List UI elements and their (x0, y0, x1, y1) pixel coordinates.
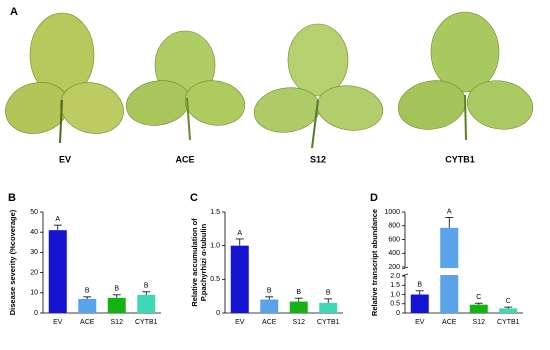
significance-letter: A (237, 230, 242, 237)
significance-letter: A (55, 216, 60, 223)
y-tick-label: 0 (216, 310, 220, 317)
bar (230, 245, 249, 313)
y-axis-title: P.pachyrhizi α-tubulin (199, 223, 208, 301)
y-tick-label: 2.0 (390, 273, 400, 280)
x-tick-label: ACE (442, 319, 457, 326)
y-tick-label: 1.0 (210, 243, 220, 250)
y-tick-label: 400 (388, 250, 400, 257)
y-tick-label: 0 (34, 310, 38, 317)
leaf-label: CYTB1 (445, 154, 475, 164)
significance-letter: B (85, 288, 90, 295)
panel-letter: A (10, 6, 18, 18)
bar (78, 298, 97, 313)
significance-letter: C (476, 294, 481, 301)
y-tick-label: 50 (30, 209, 38, 216)
bar (137, 294, 156, 313)
panel-letter: D (370, 192, 378, 204)
significance-letter: A (447, 208, 452, 215)
y-tick-label: 0 (396, 310, 400, 317)
bar (107, 297, 126, 313)
x-tick-label: S12 (293, 319, 306, 326)
x-tick-label: ACE (262, 319, 277, 326)
y-tick-label: 1.0 (390, 291, 400, 298)
leaf-photo (5, 12, 124, 144)
y-tick-label: 0.5 (390, 301, 400, 308)
bar (410, 294, 429, 313)
x-tick-label: EV (415, 319, 425, 326)
y-tick-label: 20 (30, 269, 38, 276)
x-tick-label: CYTB1 (135, 319, 158, 326)
x-tick-label: EV (235, 319, 245, 326)
panel-letter: B (8, 192, 16, 204)
y-tick-label: 1.5 (210, 209, 220, 216)
x-tick-label: CYTB1 (317, 319, 340, 326)
leaf-photo (253, 23, 384, 149)
x-tick-label: EV (53, 319, 63, 326)
significance-letter: B (326, 290, 331, 297)
bar (469, 304, 488, 313)
break-mark (401, 273, 409, 277)
y-tick-label: 600 (388, 236, 400, 243)
axis-break (401, 268, 523, 275)
panel-letter: C (190, 192, 198, 204)
y-tick-label: 10 (30, 290, 38, 297)
y-tick-label: 800 (388, 223, 400, 230)
y-axis-title: Relative transcript abundance (370, 209, 379, 316)
significance-letter: B (114, 286, 119, 293)
y-tick-label: 40 (30, 229, 38, 236)
leaf-label: EV (59, 154, 71, 164)
x-tick-label: ACE (80, 319, 95, 326)
break-mark (401, 266, 409, 270)
significance-letter: B (417, 282, 422, 289)
bar (499, 308, 518, 313)
y-axis-title: Relative accumulation of (190, 218, 199, 307)
x-tick-label: S12 (473, 319, 486, 326)
y-axis-title: Disease severity (%coverage) (8, 209, 17, 315)
leaf-photo (397, 11, 534, 141)
y-tick-label: 1.5 (390, 282, 400, 289)
leaf-label: ACE (175, 154, 194, 164)
y-tick-label: 30 (30, 249, 38, 256)
y-tick-label: 1000 (384, 209, 400, 216)
significance-letter: C (506, 298, 511, 305)
bar (319, 302, 338, 313)
significance-letter: B (144, 283, 149, 290)
y-tick-label: 0.5 (210, 276, 220, 283)
y-tick-label: 200 (388, 264, 400, 271)
bar (260, 299, 279, 313)
x-tick-label: CYTB1 (497, 319, 520, 326)
bar (48, 230, 67, 313)
x-tick-label: S12 (111, 319, 124, 326)
bar (289, 301, 308, 313)
leaf-photo (125, 30, 246, 141)
significance-letter: B (267, 288, 272, 295)
significance-letter: B (296, 289, 301, 296)
leaf-label: S12 (310, 154, 326, 164)
